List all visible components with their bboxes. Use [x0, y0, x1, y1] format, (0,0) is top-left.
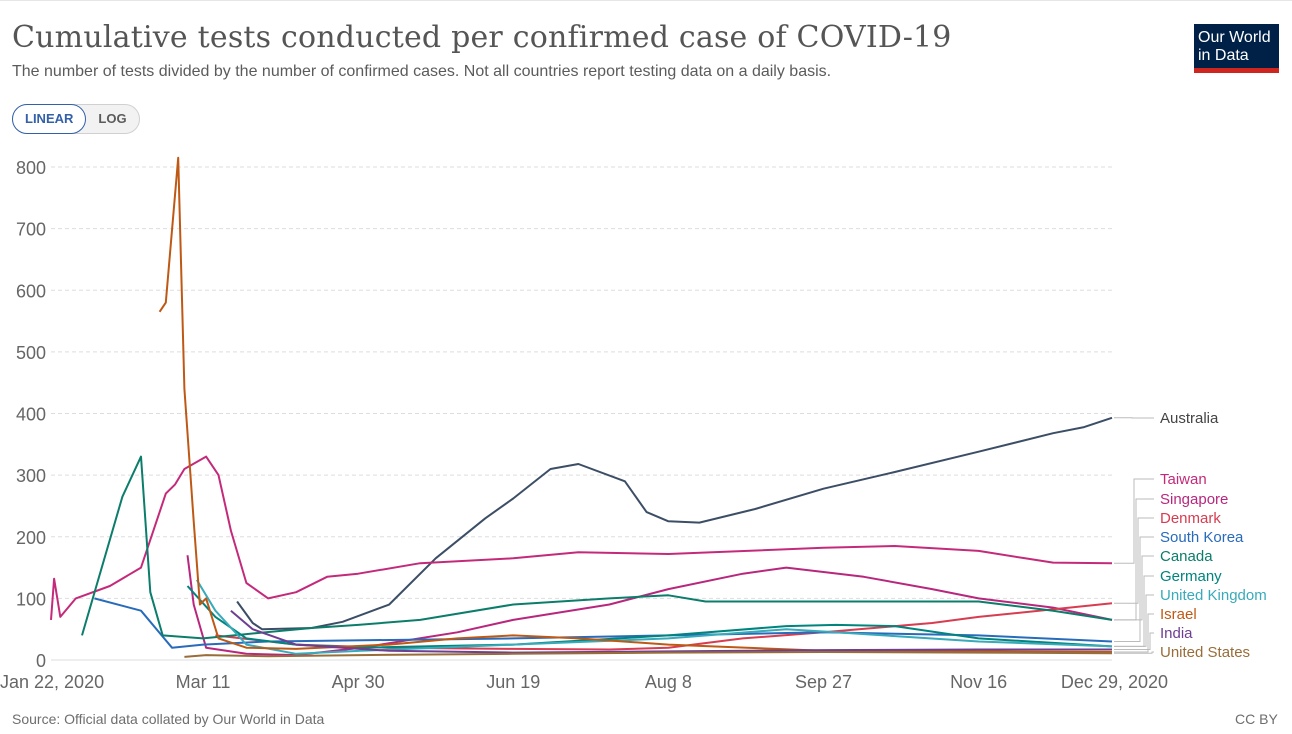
- source-note: Source: Official data collated by Our Wo…: [12, 711, 325, 727]
- legend-label-denmark[interactable]: Denmark: [1160, 510, 1221, 527]
- legend-label-canada[interactable]: Canada: [1160, 548, 1213, 565]
- legend-label-taiwan[interactable]: Taiwan: [1160, 471, 1207, 488]
- legend-label-south-korea[interactable]: South Korea: [1160, 529, 1244, 546]
- legend-connector: [1114, 594, 1154, 647]
- series-line-israel[interactable]: [158, 156, 1113, 653]
- log-scale-button[interactable]: LOG: [98, 111, 127, 126]
- legend-connector: [1114, 632, 1154, 650]
- x-tick-label: Nov 16: [950, 672, 1007, 692]
- legend-label-germany[interactable]: Germany: [1160, 568, 1222, 585]
- grid-lines: [51, 166, 1112, 661]
- y-tick-label: 800: [16, 158, 46, 178]
- y-tick-label: 700: [16, 220, 46, 240]
- legend-connector: [1114, 478, 1154, 564]
- series-line-united-kingdom[interactable]: [195, 579, 1113, 655]
- y-tick-label: 200: [16, 528, 46, 548]
- legend: Australia Taiwan Singapore Denmark South Kor…: [1114, 410, 1267, 661]
- y-tick-label: 100: [16, 589, 46, 609]
- x-tick-label: Jan 22, 2020: [0, 672, 104, 692]
- y-tick-label: 300: [16, 466, 46, 486]
- series-line-singapore[interactable]: [186, 555, 1113, 657]
- legend-label-united-states[interactable]: United States: [1160, 644, 1250, 661]
- legend-connector: [1114, 651, 1154, 654]
- series-line-canada[interactable]: [81, 455, 1113, 640]
- logo-line-2: in Data: [1198, 47, 1249, 64]
- y-axis-ticks: 0 100 200 300 400 500 600 700 800: [16, 158, 46, 671]
- x-tick-label: Aug 8: [645, 672, 692, 692]
- y-tick-label: 0: [36, 651, 46, 671]
- chart-title: Cumulative tests conducted per confirmed…: [12, 20, 952, 55]
- series-line-united-states[interactable]: [184, 651, 1113, 658]
- series-line-india[interactable]: [230, 609, 1112, 654]
- y-tick-label: 400: [16, 405, 46, 425]
- license-link[interactable]: CC BY: [1235, 711, 1278, 727]
- series-line-taiwan[interactable]: [50, 455, 1113, 620]
- top-border: [0, 0, 1292, 5]
- logo-accent-bar: [1194, 68, 1279, 73]
- legend-label-australia[interactable]: Australia: [1160, 410, 1219, 427]
- y-tick-label: 600: [16, 281, 46, 301]
- legend-connector: [1114, 536, 1154, 642]
- legend-connector: [1114, 517, 1154, 604]
- series-line-australia[interactable]: [236, 416, 1113, 631]
- x-tick-label: Mar 11: [176, 672, 231, 692]
- series-lines: [50, 156, 1113, 658]
- series-line-south-korea[interactable]: [94, 597, 1113, 649]
- legend-connector: [1114, 613, 1154, 653]
- legend-label-israel[interactable]: Israel: [1160, 606, 1197, 623]
- x-tick-label: Dec 29, 2020: [1061, 672, 1168, 692]
- legend-label-india[interactable]: India: [1160, 625, 1193, 642]
- legend-label-singapore[interactable]: Singapore: [1160, 491, 1228, 508]
- legend-connector: [1114, 555, 1154, 621]
- scale-toggle[interactable]: LINEAR LOG: [12, 104, 140, 134]
- logo-line-1: Our World: [1198, 29, 1271, 46]
- x-tick-label: Jun 19: [486, 672, 540, 692]
- chart-subtitle: The number of tests divided by the numbe…: [12, 63, 832, 80]
- y-tick-label: 500: [16, 343, 46, 363]
- linear-scale-button[interactable]: LINEAR: [12, 104, 87, 134]
- x-tick-label: Sep 27: [795, 672, 852, 692]
- x-tick-label: Apr 30: [332, 672, 385, 692]
- owid-logo[interactable]: Our World in Data: [1194, 24, 1279, 73]
- x-axis-ticks: Jan 22, 2020 Mar 11 Apr 30 Jun 19 Aug 8 Sep 2…: [0, 672, 1168, 692]
- legend-label-united-kingdom[interactable]: United Kingdom: [1160, 587, 1267, 604]
